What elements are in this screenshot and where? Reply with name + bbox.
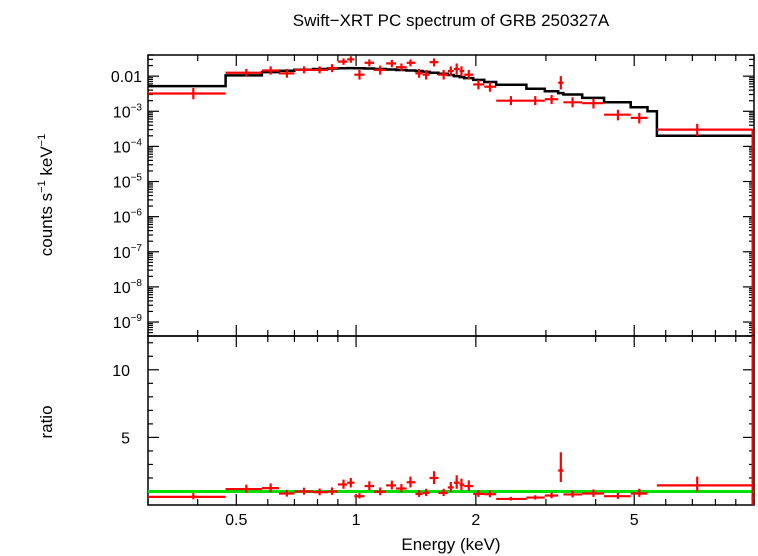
ratio-y-tick-label: 5 — [121, 430, 130, 447]
spectrum-data-points — [148, 56, 754, 336]
y-tick-label: 10−9 — [113, 313, 143, 332]
y-tick-base: 10 — [113, 104, 131, 121]
ylabel-sup-2: −1 — [36, 134, 48, 147]
y-tick-exponent: −7 — [131, 243, 143, 254]
y-tick-label: 10−5 — [113, 173, 143, 192]
spectrum-y-axis-label: counts s−1 keV−1 — [36, 134, 56, 256]
y-tick-base: 10 — [113, 245, 131, 262]
y-tick-base: 10 — [113, 175, 131, 192]
y-tick-base: 10 — [113, 280, 131, 297]
ratio-x-ticks: 0.5 1 2 5 — [147, 336, 755, 529]
spectrum-x-ticks — [147, 55, 755, 336]
y-tick-exponent: −9 — [131, 313, 143, 324]
y-tick-base: 10 — [113, 210, 131, 227]
spectrum-plot-frame — [147, 54, 755, 337]
ratio-y-ticks: 5 10 — [112, 342, 754, 493]
y-tick-label: 10−8 — [113, 278, 143, 297]
ratio-data-points — [148, 336, 754, 505]
y-tick-base: 10 — [113, 315, 131, 332]
y-tick-exponent: −4 — [131, 137, 143, 148]
y-tick-label: 0.01 — [111, 69, 142, 86]
spectrum-panel: counts s−1 keV−1 0.0110−310−410−510−610−… — [36, 54, 755, 337]
ylabel-part-1: counts s — [37, 193, 56, 256]
ratio-y-tick-label: 10 — [112, 363, 130, 380]
y-tick-base: 0.01 — [111, 69, 142, 86]
ratio-panel: ratio Energy (keV) 5 10 0.5 1 2 5 — [37, 335, 755, 554]
model-histogram — [148, 66, 754, 138]
y-tick-label: 10−3 — [113, 102, 143, 121]
y-tick-exponent: −3 — [131, 102, 143, 113]
chart-title: Swift−XRT PC spectrum of GRB 250327A — [293, 11, 610, 30]
y-tick-label: 10−4 — [113, 137, 143, 156]
model-step-line — [148, 66, 754, 138]
x-tick-label: 0.5 — [225, 512, 247, 529]
y-tick-exponent: −8 — [131, 278, 143, 289]
x-tick-label: 1 — [352, 512, 361, 529]
ylabel-part-2: keV — [37, 146, 56, 181]
x-tick-label: 5 — [630, 512, 639, 529]
y-tick-exponent: −5 — [131, 173, 143, 184]
y-tick-base: 10 — [113, 139, 131, 156]
y-tick-label: 10−7 — [113, 243, 143, 262]
y-tick-label: 10−6 — [113, 208, 143, 227]
ylabel-sup-1: −1 — [36, 180, 48, 193]
x-tick-label: 2 — [471, 512, 480, 529]
ratio-plot-frame — [147, 335, 755, 506]
y-tick-exponent: −6 — [131, 208, 143, 219]
x-axis-label: Energy (keV) — [401, 535, 500, 554]
ratio-y-axis-label: ratio — [37, 405, 56, 438]
